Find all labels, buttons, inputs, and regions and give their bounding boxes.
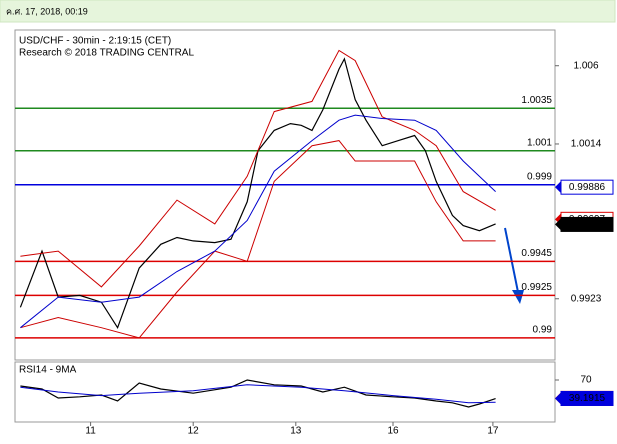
y-tick-label: 70 — [580, 375, 592, 386]
level-label: 0.999 — [527, 171, 552, 182]
level-label: 0.9925 — [521, 282, 552, 293]
chart-title: USD/CHF - 30min - 2:19:15 (CET) — [19, 36, 171, 47]
main-panel — [14, 29, 556, 361]
marker-label: 39.1915 — [569, 393, 606, 404]
timestamp-bar — [0, 0, 616, 23]
x-tick-label: 16 — [387, 426, 399, 437]
marker-label: 0.99886 — [569, 182, 606, 193]
y-tick-label: 0.9923 — [571, 293, 602, 304]
marker-pointer — [555, 392, 561, 405]
chart-subtitle: Research © 2018 TRADING CENTRAL — [19, 48, 194, 59]
series-line — [20, 49, 496, 288]
level-label: 1.0035 — [521, 95, 552, 106]
timestamp: ค.ศ. 17, 2018, 00:19 — [6, 6, 88, 16]
series-line — [20, 384, 496, 404]
x-tick-label: 12 — [188, 426, 200, 437]
marker-box — [560, 216, 614, 232]
level-label: 1.001 — [527, 137, 552, 148]
x-tick-label: 11 — [85, 426, 96, 437]
marker-pointer — [555, 181, 561, 194]
series-line — [20, 379, 496, 408]
marker-box — [560, 179, 614, 195]
marker-pointer — [555, 218, 561, 231]
x-tick-label: 17 — [487, 426, 499, 437]
x-tick-label: 13 — [290, 426, 302, 437]
level-label: 0.9945 — [521, 248, 552, 259]
y-tick-label: 1.0014 — [571, 139, 602, 150]
arrow-head — [512, 290, 524, 304]
series-line — [19, 57, 496, 330]
level-label: 0.99 — [533, 325, 553, 336]
series-line — [20, 140, 496, 339]
y-tick-label: 1.006 — [573, 60, 598, 71]
forecast-arrow — [504, 227, 519, 293]
marker-box — [560, 390, 614, 406]
rsi-panel — [14, 361, 556, 423]
series-line — [20, 114, 496, 329]
rsi-title: RSI14 - 9MA — [19, 365, 77, 376]
marker-label: 0.99667 — [569, 219, 606, 230]
